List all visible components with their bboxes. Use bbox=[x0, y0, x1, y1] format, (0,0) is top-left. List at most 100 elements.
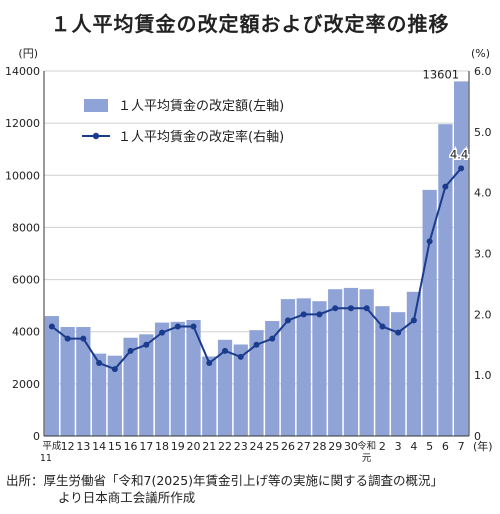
x-tick-label: 28 bbox=[312, 440, 326, 453]
data-label-halo: 4.4 bbox=[450, 147, 468, 161]
data-label: 13601 bbox=[423, 67, 460, 81]
rate-point bbox=[458, 165, 465, 172]
legend-bar-label: １人平均賃金の改定額(左軸) bbox=[118, 98, 284, 114]
bar bbox=[359, 289, 374, 436]
y-left-tick-label: 4000 bbox=[12, 326, 40, 339]
rate-point bbox=[159, 329, 166, 336]
rate-point bbox=[143, 341, 150, 348]
bar bbox=[60, 327, 75, 436]
bar bbox=[375, 306, 390, 436]
x-tick-label-sub: 元 bbox=[362, 453, 372, 464]
rate-point bbox=[426, 238, 433, 245]
y-left-tick-label: 0 bbox=[33, 430, 40, 443]
rate-point bbox=[316, 311, 323, 318]
rate-point bbox=[284, 317, 291, 324]
bar bbox=[202, 356, 217, 436]
legend-line-marker bbox=[92, 132, 100, 140]
x-tick-label: 21 bbox=[202, 440, 216, 453]
rate-point bbox=[64, 335, 71, 342]
bar bbox=[76, 327, 91, 436]
bar bbox=[91, 353, 107, 436]
x-tick-label: 4 bbox=[410, 440, 417, 453]
rate-point bbox=[442, 183, 449, 190]
rate-point bbox=[300, 311, 307, 318]
y-left-tick-label: 2000 bbox=[12, 378, 40, 391]
rate-point bbox=[253, 341, 260, 348]
bar bbox=[438, 124, 453, 436]
y-right-tick-label: 1.0 bbox=[474, 369, 492, 382]
y-right-tick-label: 2.0 bbox=[474, 308, 492, 321]
bar bbox=[44, 316, 59, 436]
bar bbox=[280, 299, 296, 436]
y-right-unit: (%) bbox=[471, 47, 490, 60]
x-tick-label: 17 bbox=[139, 440, 153, 453]
bar bbox=[328, 289, 343, 436]
bar bbox=[170, 321, 185, 436]
combo-chart: 0 2000 4000 6000 8000 10000 12000 14000 0 1.0 2.0 3… bbox=[5, 47, 493, 464]
bar bbox=[123, 337, 138, 436]
x-tick-label: 16 bbox=[124, 440, 138, 453]
bar bbox=[233, 344, 248, 436]
bar bbox=[422, 189, 437, 436]
rate-point bbox=[222, 347, 229, 354]
x-tick-label: 13 bbox=[76, 440, 90, 453]
x-tick-label: 2 bbox=[379, 440, 386, 453]
x-tick-label: 26 bbox=[281, 440, 295, 453]
rate-point bbox=[347, 305, 354, 312]
x-tick-label: 15 bbox=[108, 440, 122, 453]
x-tick-label: 18 bbox=[155, 440, 169, 453]
source-note: 出所：厚生労働省「令和7(2025)年賃金引上げ等の実施に関する調査の概況」 よ… bbox=[6, 472, 443, 506]
legend-line-label: １人平均賃金の改定率(右軸) bbox=[118, 129, 284, 145]
bar bbox=[249, 330, 264, 436]
x-tick-label: 25 bbox=[265, 440, 279, 453]
y-left-tick-label: 8000 bbox=[12, 221, 40, 234]
data-label: 4.4 bbox=[450, 147, 468, 161]
x-tick-label: 3 bbox=[395, 440, 402, 453]
bar bbox=[186, 319, 201, 436]
source-line-2: より日本商工会議所作成 bbox=[58, 490, 196, 505]
rate-point bbox=[332, 305, 339, 312]
y-left-tick-label: 12000 bbox=[5, 117, 40, 130]
rate-point bbox=[269, 335, 276, 342]
y-left-tick-label: 6000 bbox=[12, 274, 40, 287]
x-tick-label: 27 bbox=[297, 440, 311, 453]
y-right-tick-label: 5.0 bbox=[474, 126, 492, 139]
x-tick-label: 22 bbox=[218, 440, 232, 453]
y-right-tick-label: 0 bbox=[474, 430, 481, 443]
bar bbox=[454, 81, 469, 436]
bar bbox=[139, 334, 154, 436]
bar bbox=[265, 321, 280, 436]
rate-point bbox=[410, 317, 417, 324]
x-tick-label: 23 bbox=[234, 440, 248, 453]
bar bbox=[154, 322, 170, 436]
x-tick-label: 6 bbox=[442, 440, 449, 453]
rate-point bbox=[237, 353, 244, 360]
x-tick-label: 5 bbox=[426, 440, 433, 453]
y-left-unit: (円) bbox=[18, 47, 38, 60]
rate-point bbox=[206, 360, 213, 366]
rate-point bbox=[96, 360, 103, 366]
y-right-tick-label: 3.0 bbox=[474, 248, 492, 261]
y-left-tick-label: 14000 bbox=[5, 65, 40, 78]
x-tick-label: 19 bbox=[171, 440, 185, 453]
bar bbox=[391, 312, 406, 436]
x-tick-label: 12 bbox=[61, 440, 75, 453]
x-tick-label: 平成 bbox=[42, 440, 62, 452]
y-left-tick-label: 10000 bbox=[5, 169, 40, 182]
rate-point bbox=[174, 323, 181, 330]
bar bbox=[217, 339, 233, 436]
y-right-tick-label: 6.0 bbox=[474, 65, 492, 78]
x-tick-label-sub: 11 bbox=[40, 453, 52, 464]
rate-point bbox=[379, 323, 386, 330]
rate-point bbox=[127, 347, 134, 354]
legend-bar-swatch bbox=[84, 99, 108, 112]
bar bbox=[296, 298, 311, 436]
x-tick-label: 24 bbox=[250, 440, 264, 453]
x-tick-label: 7 bbox=[458, 440, 465, 453]
bar bbox=[107, 355, 122, 436]
bar bbox=[312, 301, 327, 436]
source-line-1: 出所：厚生労働省「令和7(2025)年賃金引上げ等の実施に関する調査の概況」 bbox=[6, 473, 444, 488]
x-tick-label: 29 bbox=[328, 440, 342, 453]
rate-point bbox=[48, 323, 55, 330]
